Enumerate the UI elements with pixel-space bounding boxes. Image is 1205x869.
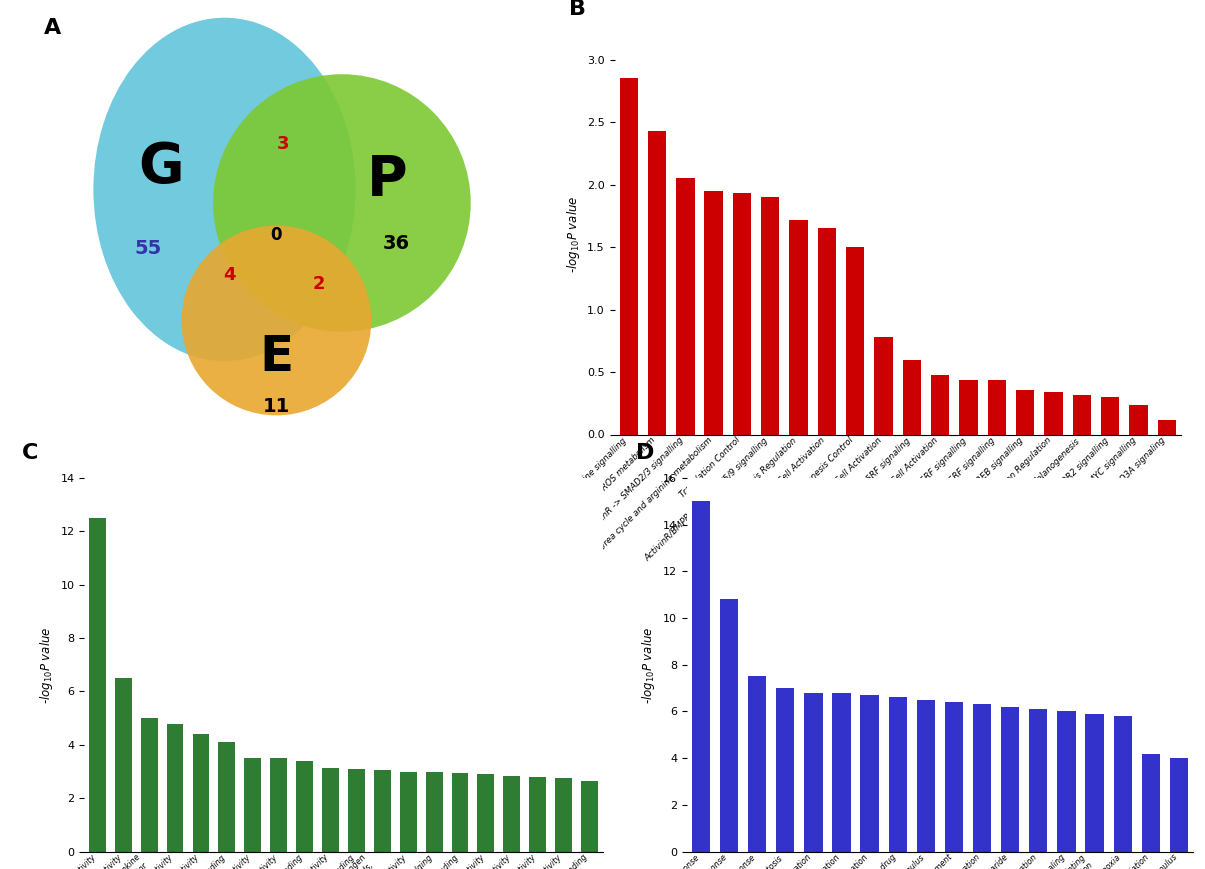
Bar [619, 78, 637, 434]
Text: 2: 2 [313, 275, 325, 294]
Bar [1016, 389, 1034, 434]
Bar [888, 698, 907, 852]
Bar [556, 779, 572, 852]
Bar [581, 781, 598, 852]
Bar [833, 693, 851, 852]
Y-axis label: -log$_{10}$P value: -log$_{10}$P value [564, 196, 582, 274]
Bar [452, 773, 469, 852]
Bar [425, 772, 442, 852]
Bar [917, 700, 935, 852]
Bar [762, 197, 780, 434]
Text: G: G [139, 140, 184, 194]
Bar [789, 220, 807, 434]
Bar [1072, 395, 1091, 434]
Bar [1057, 712, 1076, 852]
Bar [1001, 706, 1019, 852]
Bar [322, 767, 339, 852]
Bar [1101, 397, 1119, 434]
Bar [218, 742, 235, 852]
Bar [875, 337, 893, 434]
Bar [945, 702, 963, 852]
Bar [348, 769, 365, 852]
Bar [193, 734, 210, 852]
Text: C: C [22, 443, 39, 463]
Y-axis label: -log$_{10}$P value: -log$_{10}$P value [37, 626, 55, 704]
Bar [141, 718, 158, 852]
Text: 3: 3 [277, 136, 289, 153]
Bar [776, 688, 794, 852]
Bar [988, 380, 1006, 434]
Bar [804, 693, 823, 852]
Bar [504, 775, 521, 852]
Bar [1086, 713, 1104, 852]
Bar [477, 774, 494, 852]
Bar [529, 777, 546, 852]
Text: A: A [43, 17, 61, 37]
Bar [114, 678, 131, 852]
Bar [931, 375, 950, 434]
Circle shape [213, 74, 471, 332]
Bar [846, 247, 864, 434]
Bar [972, 705, 992, 852]
Text: 4: 4 [223, 266, 235, 284]
Bar [245, 758, 261, 852]
Bar [1129, 405, 1147, 434]
Text: E: E [259, 333, 294, 381]
Text: 55: 55 [134, 239, 161, 258]
Bar [1170, 758, 1188, 852]
Bar [1029, 709, 1047, 852]
Text: 36: 36 [382, 234, 410, 253]
Bar [166, 724, 183, 852]
Bar [89, 518, 106, 852]
Bar [903, 360, 921, 434]
Text: 0: 0 [271, 226, 282, 243]
Bar [648, 131, 666, 434]
Bar [705, 191, 723, 434]
Bar [818, 229, 836, 434]
Circle shape [182, 226, 371, 415]
Bar [374, 770, 390, 852]
Bar [959, 380, 977, 434]
Bar [1113, 716, 1131, 852]
Bar [1045, 392, 1063, 434]
Bar [1141, 753, 1160, 852]
Bar [676, 178, 694, 434]
Text: 11: 11 [263, 397, 290, 416]
Y-axis label: -log$_{10}$P value: -log$_{10}$P value [640, 626, 658, 704]
Text: D: D [636, 443, 654, 463]
Bar [719, 600, 739, 852]
Ellipse shape [93, 17, 355, 362]
Bar [860, 695, 878, 852]
Bar [1158, 420, 1176, 434]
Bar [748, 676, 766, 852]
Text: B: B [569, 0, 587, 19]
Text: P: P [366, 154, 407, 208]
Bar [270, 758, 287, 852]
Bar [296, 761, 313, 852]
Bar [733, 194, 751, 434]
Bar [692, 501, 710, 852]
Bar [400, 772, 417, 852]
